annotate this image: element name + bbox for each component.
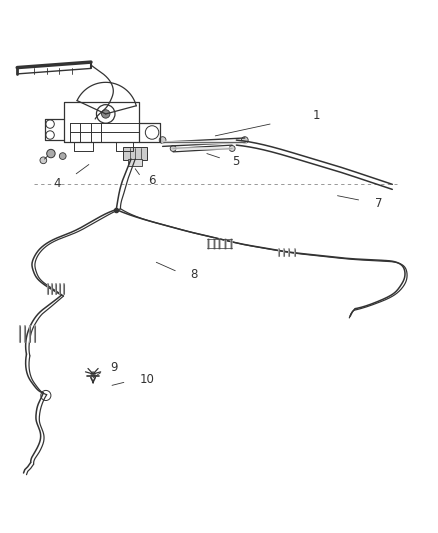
- Text: 10: 10: [139, 373, 154, 386]
- Text: 5: 5: [232, 156, 239, 168]
- Text: 7: 7: [374, 197, 382, 210]
- Circle shape: [241, 136, 247, 143]
- Circle shape: [229, 146, 235, 151]
- Circle shape: [46, 149, 55, 158]
- Text: 6: 6: [148, 174, 155, 187]
- FancyBboxPatch shape: [123, 147, 147, 160]
- Circle shape: [40, 157, 46, 164]
- Circle shape: [159, 136, 166, 143]
- Circle shape: [101, 110, 110, 118]
- Text: 1: 1: [311, 109, 319, 122]
- Circle shape: [170, 146, 176, 151]
- Circle shape: [59, 153, 66, 159]
- Text: 8: 8: [190, 269, 197, 281]
- Text: 9: 9: [110, 361, 117, 374]
- Circle shape: [91, 372, 95, 376]
- FancyBboxPatch shape: [128, 159, 141, 166]
- Text: 4: 4: [53, 176, 60, 190]
